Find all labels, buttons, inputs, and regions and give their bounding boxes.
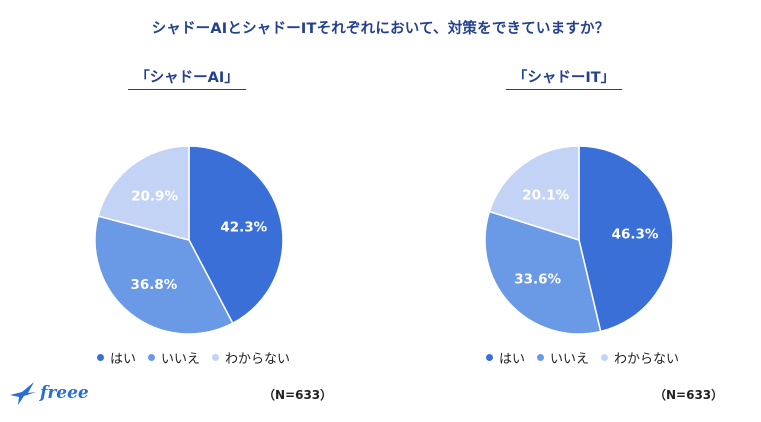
data-label-no: 36.8%: [130, 277, 177, 293]
legend-shadow-ai: はい いいえ わからない: [97, 348, 290, 367]
pie-slice-unknown: [488, 145, 580, 242]
legend-item-yes: はい: [97, 348, 136, 367]
legend-dot-unknown: [601, 354, 609, 361]
legend-label-yes: はい: [110, 352, 137, 367]
legend-label-unknown: わからない: [614, 352, 680, 367]
legend-dot-yes: [97, 354, 104, 361]
chart-title-shadow-it: 「シャドーIT」: [506, 66, 622, 90]
pie-chart-shadow-it: 46.3% 33.6% 20.1%: [484, 145, 674, 335]
data-label-yes: 42.3%: [220, 219, 267, 235]
data-label-no: 33.6%: [514, 271, 561, 287]
pie-slice-no: [94, 215, 234, 335]
data-label-yes: 46.3%: [612, 226, 659, 242]
legend-item-no: いいえ: [148, 348, 200, 367]
legend-label-yes: はい: [499, 352, 526, 367]
legend-dot-no: [537, 354, 545, 361]
legend-item-unknown: わからない: [601, 348, 679, 367]
legend-item-unknown: わからない: [212, 348, 290, 367]
legend-shadow-it: はい いいえ わからない: [486, 348, 679, 367]
legend-dot-yes: [486, 354, 493, 361]
legend-item-no: いいえ: [537, 348, 589, 367]
logo-text: freee: [40, 383, 89, 403]
legend-label-no: いいえ: [550, 352, 590, 367]
legend-item-yes: はい: [486, 348, 525, 367]
pie-slice-yes: [188, 145, 284, 325]
legend-label-no: いいえ: [161, 352, 201, 367]
legend-label-unknown: わからない: [225, 352, 291, 367]
pie-slice-unknown: [97, 145, 190, 241]
legend-dot-no: [148, 354, 156, 361]
bird-icon: [10, 382, 36, 405]
pie-chart-shadow-ai: 42.3% 36.8% 20.9%: [94, 145, 284, 335]
legend-dot-unknown: [212, 354, 220, 361]
data-label-unknown: 20.1%: [522, 187, 569, 203]
sample-size-note: （N=633）: [263, 388, 333, 402]
page-title: シャドーAIとシャドーITそれぞれにおいて、対策をできていますか？: [151, 21, 610, 37]
chart-title-shadow-ai: 「シャドーAI」: [128, 66, 246, 90]
pie-slice-yes: [578, 145, 674, 333]
data-label-unknown: 20.9%: [131, 188, 178, 204]
freee-logo: freee: [8, 376, 98, 410]
pie-slice-no: [484, 210, 602, 335]
sample-size-note: （N=633）: [654, 388, 724, 402]
